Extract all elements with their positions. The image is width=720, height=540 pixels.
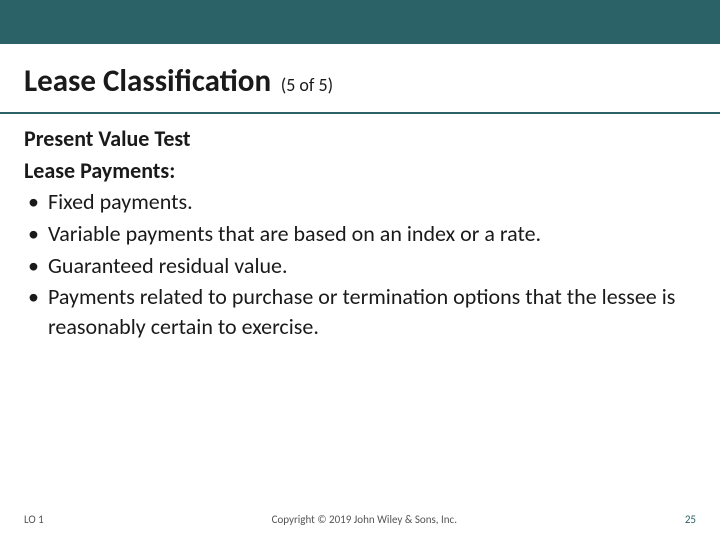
content-area: Present Value Test Lease Payments: Fixed…	[0, 114, 720, 342]
title-row: Lease Classification (5 of 5)	[0, 44, 720, 108]
page-number: 25	[685, 513, 696, 526]
header-band	[0, 0, 720, 44]
list-item: Guaranteed residual value.	[24, 251, 696, 281]
footer: LO 1 Copyright © 2019 John Wiley & Sons,…	[0, 513, 720, 526]
heading-lease-payments: Lease Payments:	[24, 156, 696, 186]
slide-title: Lease Classification	[24, 62, 271, 100]
slide-subtitle: (5 of 5)	[281, 74, 333, 96]
heading-pv-test: Present Value Test	[24, 124, 696, 154]
copyright-text: Copyright © 2019 John Wiley & Sons, Inc.	[44, 513, 685, 526]
list-item: Payments related to purchase or terminat…	[24, 282, 696, 341]
learning-objective: LO 1	[24, 513, 44, 526]
list-item: Fixed payments.	[24, 187, 696, 217]
bullet-list: Fixed payments. Variable payments that a…	[24, 187, 696, 341]
list-item: Variable payments that are based on an i…	[24, 219, 696, 249]
